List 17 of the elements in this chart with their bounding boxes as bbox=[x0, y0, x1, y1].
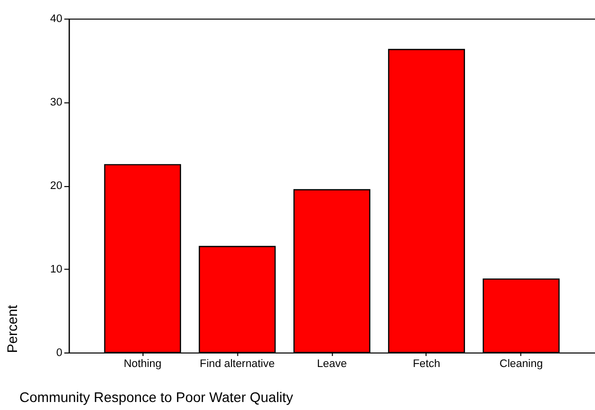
y-tick-label: 10 bbox=[50, 264, 62, 276]
bar bbox=[104, 164, 182, 354]
y-tick-label: 20 bbox=[50, 180, 62, 192]
bar bbox=[482, 278, 560, 354]
y-axis-title: Percent bbox=[4, 304, 20, 354]
y-tick-label: 0 bbox=[56, 346, 62, 359]
bar bbox=[293, 189, 370, 354]
x-tick-label: Nothing bbox=[124, 358, 162, 370]
bar bbox=[388, 48, 465, 354]
y-tick-label: 30 bbox=[50, 96, 62, 109]
x-axis-title: Community Responce to Poor Water Quality bbox=[19, 388, 294, 405]
bar bbox=[198, 246, 276, 354]
x-tick-label: Cleaning bbox=[500, 358, 543, 370]
x-tick-label: Leave bbox=[316, 358, 347, 370]
y-tick-label: 40 bbox=[50, 13, 62, 26]
x-tick-label: Find alternative bbox=[200, 358, 275, 370]
x-tick-label: Fetch bbox=[412, 358, 440, 370]
